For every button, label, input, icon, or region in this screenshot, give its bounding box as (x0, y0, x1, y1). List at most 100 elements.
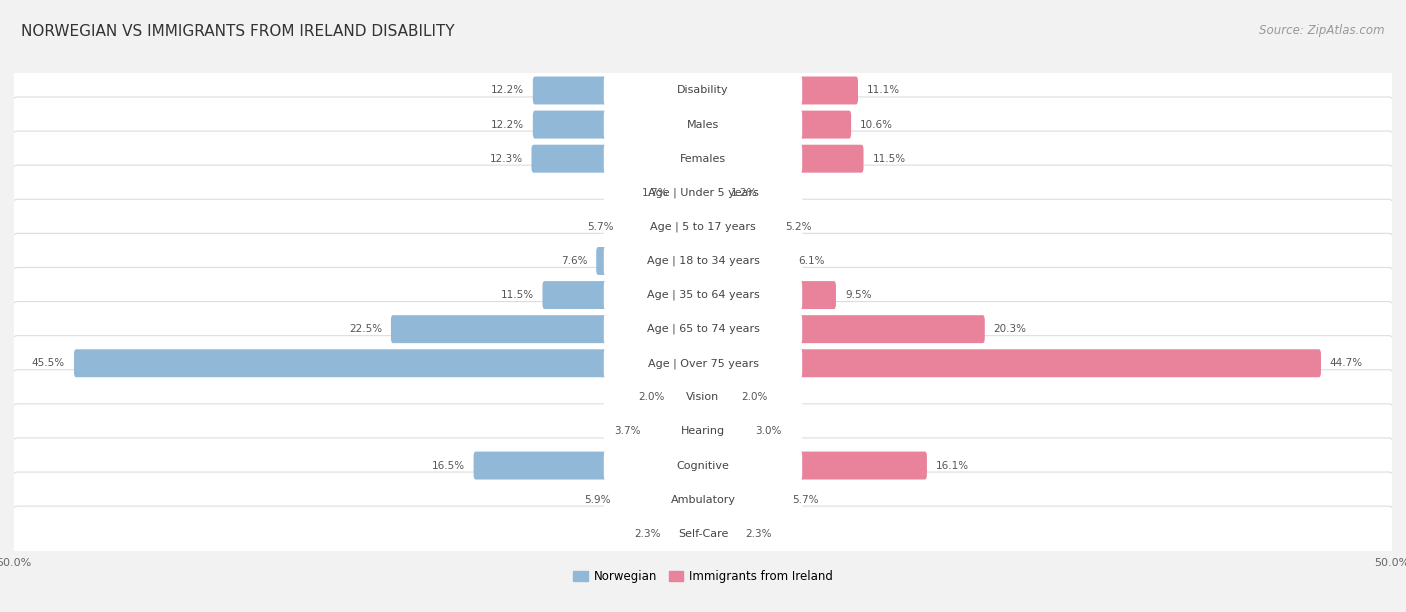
Text: 7.6%: 7.6% (561, 256, 588, 266)
Text: Males: Males (688, 119, 718, 130)
FancyBboxPatch shape (702, 144, 863, 173)
FancyBboxPatch shape (603, 483, 803, 516)
FancyBboxPatch shape (702, 179, 721, 207)
FancyBboxPatch shape (603, 108, 803, 141)
Text: 1.7%: 1.7% (643, 188, 669, 198)
Text: 11.1%: 11.1% (868, 86, 900, 95)
Text: 16.5%: 16.5% (432, 461, 464, 471)
Text: 50.0%: 50.0% (0, 558, 32, 569)
FancyBboxPatch shape (603, 211, 803, 243)
Text: Ambulatory: Ambulatory (671, 494, 735, 505)
Text: 45.5%: 45.5% (32, 358, 65, 368)
Text: 2.3%: 2.3% (745, 529, 772, 539)
FancyBboxPatch shape (11, 302, 1395, 357)
FancyBboxPatch shape (603, 381, 803, 413)
FancyBboxPatch shape (702, 452, 927, 480)
Text: 3.7%: 3.7% (614, 427, 641, 436)
Text: Hearing: Hearing (681, 427, 725, 436)
FancyBboxPatch shape (533, 76, 704, 105)
Text: 5.7%: 5.7% (586, 222, 613, 232)
FancyBboxPatch shape (702, 486, 783, 513)
Text: Cognitive: Cognitive (676, 461, 730, 471)
FancyBboxPatch shape (620, 486, 704, 513)
FancyBboxPatch shape (75, 349, 704, 377)
Text: 12.2%: 12.2% (491, 119, 524, 130)
Legend: Norwegian, Immigrants from Ireland: Norwegian, Immigrants from Ireland (568, 565, 838, 588)
Text: 11.5%: 11.5% (873, 154, 905, 163)
Text: 16.1%: 16.1% (936, 461, 969, 471)
Text: 1.2%: 1.2% (731, 188, 756, 198)
FancyBboxPatch shape (543, 281, 704, 309)
FancyBboxPatch shape (669, 520, 704, 548)
Text: 9.5%: 9.5% (845, 290, 872, 300)
FancyBboxPatch shape (533, 111, 704, 138)
FancyBboxPatch shape (603, 177, 803, 209)
FancyBboxPatch shape (603, 313, 803, 345)
FancyBboxPatch shape (603, 416, 803, 447)
Text: 3.0%: 3.0% (755, 427, 782, 436)
FancyBboxPatch shape (702, 213, 776, 241)
Text: 5.9%: 5.9% (583, 494, 610, 505)
FancyBboxPatch shape (702, 383, 733, 411)
Text: Age | 35 to 64 years: Age | 35 to 64 years (647, 290, 759, 300)
Text: Age | Under 5 years: Age | Under 5 years (648, 187, 758, 198)
Text: Age | 65 to 74 years: Age | 65 to 74 years (647, 324, 759, 334)
FancyBboxPatch shape (11, 438, 1395, 493)
Text: Age | 5 to 17 years: Age | 5 to 17 years (650, 222, 756, 232)
FancyBboxPatch shape (11, 131, 1395, 186)
Text: 5.7%: 5.7% (793, 494, 820, 505)
FancyBboxPatch shape (11, 200, 1395, 255)
FancyBboxPatch shape (11, 472, 1395, 528)
Text: 50.0%: 50.0% (1374, 558, 1406, 569)
FancyBboxPatch shape (11, 335, 1395, 391)
FancyBboxPatch shape (11, 97, 1395, 152)
Text: 10.6%: 10.6% (860, 119, 893, 130)
Text: 20.3%: 20.3% (994, 324, 1026, 334)
FancyBboxPatch shape (702, 520, 737, 548)
FancyBboxPatch shape (11, 404, 1395, 459)
FancyBboxPatch shape (11, 165, 1395, 220)
FancyBboxPatch shape (474, 452, 704, 480)
Text: Vision: Vision (686, 392, 720, 402)
FancyBboxPatch shape (702, 76, 858, 105)
FancyBboxPatch shape (11, 267, 1395, 323)
FancyBboxPatch shape (702, 111, 851, 138)
FancyBboxPatch shape (11, 233, 1395, 289)
Text: 44.7%: 44.7% (1330, 358, 1362, 368)
Text: 2.0%: 2.0% (741, 392, 768, 402)
FancyBboxPatch shape (603, 75, 803, 106)
Text: 22.5%: 22.5% (349, 324, 382, 334)
Text: 2.0%: 2.0% (638, 392, 665, 402)
FancyBboxPatch shape (623, 213, 704, 241)
FancyBboxPatch shape (702, 247, 789, 275)
Text: 6.1%: 6.1% (799, 256, 824, 266)
FancyBboxPatch shape (11, 370, 1395, 425)
FancyBboxPatch shape (603, 245, 803, 277)
FancyBboxPatch shape (702, 281, 837, 309)
FancyBboxPatch shape (603, 518, 803, 550)
FancyBboxPatch shape (673, 383, 704, 411)
FancyBboxPatch shape (603, 450, 803, 482)
Text: 5.2%: 5.2% (786, 222, 813, 232)
FancyBboxPatch shape (702, 349, 1322, 377)
FancyBboxPatch shape (603, 347, 803, 379)
FancyBboxPatch shape (702, 315, 984, 343)
Text: Self-Care: Self-Care (678, 529, 728, 539)
FancyBboxPatch shape (702, 417, 747, 446)
FancyBboxPatch shape (603, 143, 803, 174)
FancyBboxPatch shape (650, 417, 704, 446)
FancyBboxPatch shape (678, 179, 704, 207)
Text: Source: ZipAtlas.com: Source: ZipAtlas.com (1260, 24, 1385, 37)
FancyBboxPatch shape (11, 506, 1395, 561)
Text: 12.3%: 12.3% (489, 154, 523, 163)
Text: 12.2%: 12.2% (491, 86, 524, 95)
FancyBboxPatch shape (391, 315, 704, 343)
FancyBboxPatch shape (11, 63, 1395, 118)
FancyBboxPatch shape (531, 144, 704, 173)
Text: Disability: Disability (678, 86, 728, 95)
Text: Age | Over 75 years: Age | Over 75 years (648, 358, 758, 368)
Text: 11.5%: 11.5% (501, 290, 533, 300)
Text: Age | 18 to 34 years: Age | 18 to 34 years (647, 256, 759, 266)
Text: NORWEGIAN VS IMMIGRANTS FROM IRELAND DISABILITY: NORWEGIAN VS IMMIGRANTS FROM IRELAND DIS… (21, 24, 454, 40)
FancyBboxPatch shape (596, 247, 704, 275)
